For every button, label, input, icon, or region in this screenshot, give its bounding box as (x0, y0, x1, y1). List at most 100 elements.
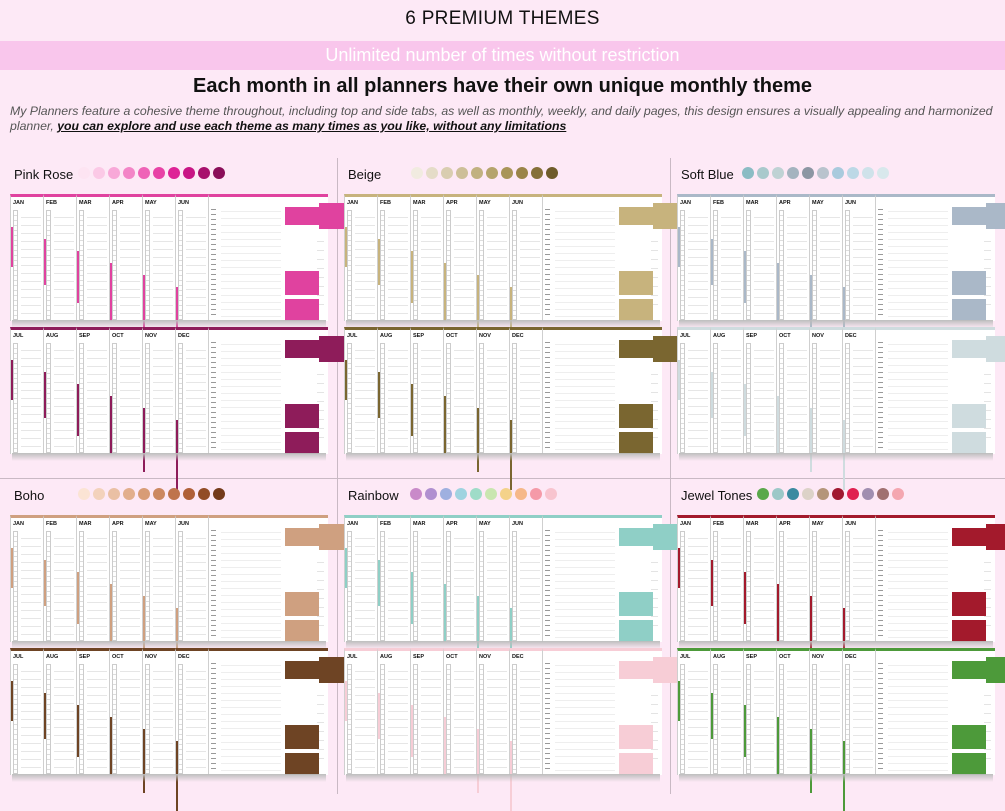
month-tab-page: MAY (142, 194, 175, 339)
month-label: SEP (413, 333, 425, 339)
color-swatch (440, 488, 452, 500)
month-tab-page: MAY (476, 194, 509, 339)
month-label: MAR (746, 200, 759, 206)
month-tab-page: JUN (842, 515, 875, 678)
month-tab-page: MAY (142, 515, 175, 660)
planner-row-first-half: JAN FEB MAR APR MAY JUN (344, 515, 689, 678)
month-tab-page: APR (443, 194, 476, 321)
color-swatch (742, 167, 754, 179)
daily-page-preview (542, 327, 689, 454)
month-tab-page: SEP (743, 327, 776, 454)
daily-page-preview (542, 515, 689, 642)
color-swatch (877, 488, 889, 500)
color-swatch (441, 167, 453, 179)
month-label: DEC (178, 333, 190, 339)
daily-page-preview (875, 327, 1005, 454)
month-tab-page: APR (109, 194, 142, 321)
color-swatch (832, 488, 844, 500)
color-swatch (78, 488, 90, 500)
theme-name: Pink Rose (14, 167, 74, 182)
daily-page-preview (542, 194, 689, 321)
month-tab-page: DEC (842, 327, 875, 490)
month-label: APR (779, 200, 791, 206)
color-swatch (486, 167, 498, 179)
month-label: JUN (845, 200, 857, 206)
month-label: AUG (380, 654, 393, 660)
month-tab-page: SEP (410, 327, 443, 454)
planner-row-second-half: JUL AUG SEP OCT NOV DEC (677, 327, 1005, 490)
color-swatch (817, 167, 829, 179)
color-swatch (198, 488, 210, 500)
month-label: DEC (512, 654, 524, 660)
description: My Planners feature a cohesive theme thr… (10, 104, 995, 134)
month-tab-page: APR (443, 515, 476, 642)
month-tab-page: OCT (109, 648, 142, 775)
month-label: FEB (380, 521, 391, 527)
month-tab-page: JUL (344, 327, 377, 454)
month-label: NOV (145, 333, 157, 339)
month-tab-page: JAN (677, 515, 710, 642)
month-tab-page: AUG (377, 648, 410, 775)
month-tab-page: NOV (476, 648, 509, 793)
daily-page-preview (875, 194, 1005, 321)
theme-panel: Rainbow JAN FEB MAR APR MAY JUN JUL AUG SEP OCT NOV… (344, 488, 689, 811)
month-tab-page: FEB (377, 194, 410, 321)
color-swatch (411, 167, 423, 179)
month-label: NOV (479, 654, 491, 660)
month-tab-page: NOV (476, 327, 509, 472)
month-tab-page: JUL (677, 327, 710, 454)
theme-panel: Beige JAN FEB MAR APR MAY JUN JUL AUG SEP OCT NOV DE… (344, 167, 689, 490)
month-tab-page: DEC (175, 648, 208, 811)
planner-row-first-half: JAN FEB MAR APR MAY JUN (10, 515, 355, 678)
daily-page-preview (208, 648, 355, 775)
month-label: FEB (46, 200, 57, 206)
month-label: SEP (746, 333, 758, 339)
color-swatch (787, 167, 799, 179)
month-tab-page: DEC (509, 648, 542, 811)
month-tab-page: FEB (710, 194, 743, 321)
planner-row-second-half: JUL AUG SEP OCT NOV DEC (344, 327, 689, 490)
color-swatch (802, 488, 814, 500)
color-swatches (78, 167, 225, 179)
unlimited-banner: Unlimited number of times without restri… (0, 41, 1005, 70)
planner-row-first-half: JAN FEB MAR APR MAY JUN (677, 194, 1005, 357)
color-swatch (471, 167, 483, 179)
month-label: MAY (479, 521, 491, 527)
theme-name: Boho (14, 488, 45, 503)
month-label: OCT (112, 333, 124, 339)
month-tab-page: MAR (743, 194, 776, 321)
month-tab-page: DEC (509, 327, 542, 490)
color-swatch (470, 488, 482, 500)
color-swatch (772, 167, 784, 179)
daily-page-preview (208, 327, 355, 454)
month-tab-page: NOV (809, 648, 842, 793)
color-swatch (93, 488, 105, 500)
color-swatch (531, 167, 543, 179)
theme-panel: Pink Rose JAN FEB MAR APR MAY JUN JUL AUG SEP OCT N… (10, 167, 355, 490)
color-swatch (410, 488, 422, 500)
month-tab-page: MAR (410, 194, 443, 321)
month-tab-page: JUL (344, 648, 377, 775)
month-tab-page: JAN (344, 194, 377, 321)
color-swatch (183, 488, 195, 500)
month-tab-page: AUG (710, 327, 743, 454)
month-label: NOV (145, 654, 157, 660)
color-swatch (108, 488, 120, 500)
color-swatch (168, 488, 180, 500)
month-tab-page: JUN (842, 194, 875, 357)
color-swatch (153, 167, 165, 179)
color-swatch (530, 488, 542, 500)
color-swatch (772, 488, 784, 500)
month-tab-page: OCT (776, 648, 809, 775)
month-label: AUG (46, 333, 59, 339)
month-label: FEB (380, 200, 391, 206)
month-label: JUN (845, 521, 857, 527)
month-label: FEB (713, 521, 724, 527)
color-swatch (516, 167, 528, 179)
color-swatch (93, 167, 105, 179)
color-swatch (757, 488, 769, 500)
month-tab-page: APR (109, 515, 142, 642)
month-tab-page: JAN (344, 515, 377, 642)
planner-row-second-half: JUL AUG SEP OCT NOV DEC (10, 648, 355, 811)
month-label: MAR (746, 521, 759, 527)
